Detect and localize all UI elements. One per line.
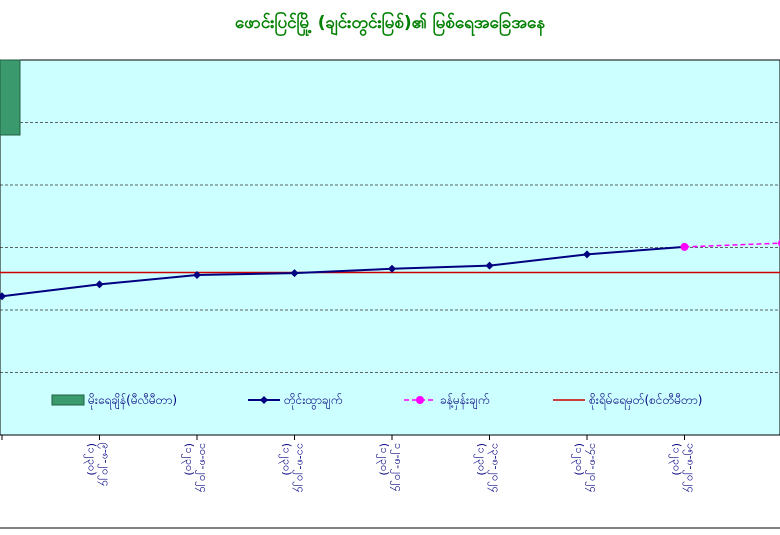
rainfall-bars: [0, 59, 21, 136]
x-tick-label-group: (၁၂၃၀): [0, 443, 1, 476]
observed-point: [0, 292, 6, 301]
x-tick-label-group: ၉-၈-၂၀၂၄(၁၂၃၀): [84, 443, 113, 487]
x-tick-label: ၁၄-၈-၂၀၂၄: [585, 443, 600, 493]
forecast-series-line: [684, 242, 780, 248]
x-tick-label: ၁၂-၈-၂၀၂၄: [390, 443, 405, 492]
x-tick-label: (၁၂၃၀): [474, 443, 489, 476]
x-tick-label-group: ၁၄-၈-၂၀၂၄(၁၂၃၀): [571, 443, 600, 493]
x-tick-label-group: ၁၃-၈-၂၀၂၄(၁၂၃၀): [474, 443, 503, 493]
x-tick-label: ၁၅-၈-၂၀၂၄: [683, 443, 698, 493]
chart-title: ဖောင်းပြင်မြို့ (ချင်းတွင်းမြစ်)၏ မြစ်ရေ…: [234, 13, 546, 33]
x-tick-label: (၁၂၃၀): [376, 443, 391, 476]
legend-label-observed: တိုင်းထွာချက်: [284, 392, 342, 410]
x-tick-label: (၁၂၃၀): [181, 443, 196, 476]
observed-point: [583, 250, 591, 259]
observed-point: [485, 261, 494, 270]
legend-marker-forecast: [416, 396, 424, 404]
x-tick-label: ၁၃-၈-၂၀၂၄: [488, 443, 503, 493]
observed-point: [388, 264, 396, 273]
x-tick-label-group: ၁၁-၈-၂၀၂၄(၁၂၃၀): [279, 443, 308, 493]
observed-point: [193, 271, 201, 279]
observed-series-line: [1, 245, 685, 298]
observed-point: [95, 280, 104, 289]
x-tick-label: (၁၂၃၀): [279, 443, 294, 476]
x-tick-label-group: ၁၂-၈-၂၀၂၄(၁၂၃၀): [376, 443, 405, 492]
legend: မိုးရေချိန်(မီလီမီတာ) တိုင်းထွာချက် ခန့်မှ…: [51, 392, 702, 410]
x-tick-label: (၁၂၃၀): [571, 443, 586, 476]
x-tick-label: ၁၁-၈-၂၀၂၄: [293, 443, 308, 493]
forecast-point: [680, 242, 689, 251]
grid-lines: [0, 122, 780, 373]
x-tick-label: (၁၂၃၀): [669, 443, 684, 476]
x-tick-label: (၁၂၃၀): [84, 443, 99, 476]
legend-label-danger: စိုးရိမ်ရေမှတ်(စင်တီမီတာ): [589, 392, 702, 410]
data-points: [0, 239, 780, 301]
x-tick-label-group: ၁၀-၈-၂၀၂၄(၁၂၃၀): [181, 443, 210, 493]
legend-label-forecast: ခန့်မှန်းချက်: [440, 392, 489, 410]
x-axis-ticks: (၁၂၃၀)၉-၈-၂၀၂၄(၁၂၃၀)၁၀-၈-၂၀၂၄(၁၂၃၀)၁၁-၈-…: [0, 435, 698, 493]
legend-swatch-rainfall: [51, 394, 85, 406]
x-tick-label: (၁၂၃၀): [0, 443, 1, 476]
legend-label-rainfall: မိုးရေချိန်(မီလီမီတာ): [88, 392, 177, 410]
x-tick-label-group: ၁၅-၈-၂၀၂၄(၁၂၃၀): [669, 443, 698, 493]
rainfall-bar: [0, 59, 21, 136]
legend-marker-observed: [260, 396, 268, 404]
x-tick-label: ၉-၈-၂၀၂၄: [98, 443, 113, 487]
observed-point: [290, 269, 299, 278]
x-tick-label: ၁၀-၈-၂၀၂၄: [195, 443, 210, 493]
